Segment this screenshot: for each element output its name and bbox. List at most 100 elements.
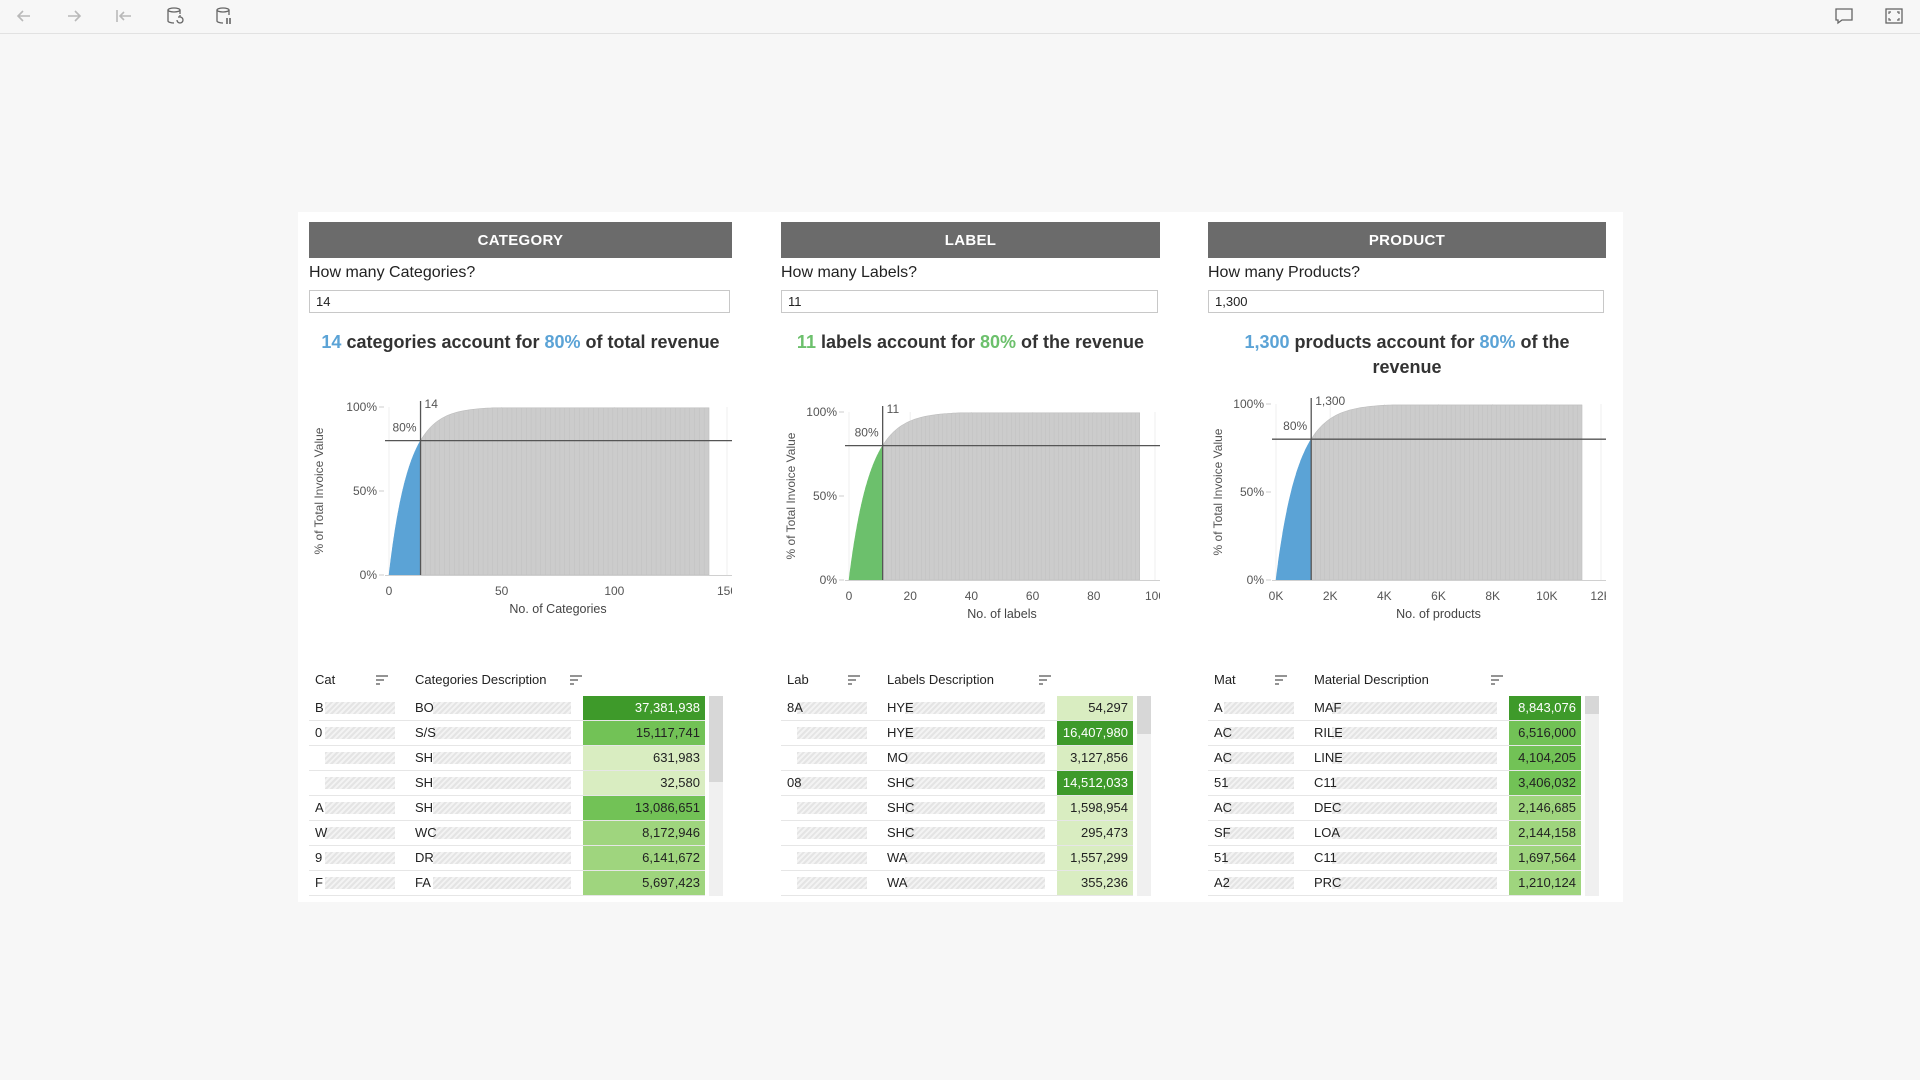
headline-count: 14	[321, 332, 342, 352]
table-row[interactable]: A2 PRC 1,210,124	[1208, 871, 1581, 896]
table-row[interactable]: A SH 13,086,651	[309, 796, 705, 821]
table-row[interactable]: W WC 8,172,946	[309, 821, 705, 846]
column-header-description[interactable]: Categories Description	[415, 672, 547, 687]
parameter-label: How many Products?	[1208, 264, 1361, 281]
fullscreen-button[interactable]	[1882, 5, 1906, 27]
table-row[interactable]: 8A HYE 54,297	[781, 696, 1133, 721]
description-cell: RILE	[1314, 725, 1342, 740]
code-cell: F	[315, 875, 323, 890]
top-contributors-area[interactable]	[388, 440, 421, 576]
description-cell: DEC	[1314, 800, 1342, 815]
cutoff-label: 14	[425, 397, 439, 411]
redacted-cell	[905, 702, 1045, 714]
pareto-chart[interactable]: 0% 50% 100% 80% 11 0 20 40 60 80 100 No. of labels%…	[781, 387, 1160, 622]
table-row[interactable]: AC RILE 6,516,000	[1208, 721, 1581, 746]
panel-category: CATEGORY How many Categories? 14 categorie…	[309, 222, 732, 902]
sort-icon[interactable]	[375, 674, 389, 686]
table-row[interactable]: AC DEC 2,146,685	[1208, 796, 1581, 821]
table-row[interactable]: 51 C11 3,406,032	[1208, 771, 1581, 796]
y-tick-label: 0%	[820, 573, 838, 587]
back-button[interactable]	[12, 5, 36, 27]
scrollbar-thumb[interactable]	[709, 696, 723, 782]
y-tick-label: 100%	[346, 400, 377, 414]
revenue-cell: 2,144,158	[1509, 821, 1581, 845]
table-row[interactable]: B BO 37,381,938	[309, 696, 705, 721]
table-row[interactable]: 9 DR 6,141,672	[309, 846, 705, 871]
description-cell: C11	[1314, 850, 1337, 865]
description-cell: HYE	[887, 725, 914, 740]
top-contributors-area[interactable]	[1275, 438, 1312, 581]
headline-percent: 80%	[1479, 332, 1516, 352]
x-axis-title: No. of Categories	[509, 602, 606, 616]
table-row[interactable]: MO 3,127,856	[781, 746, 1133, 771]
pareto-chart[interactable]: 0% 50% 100% 80% 14 0 50 100 150 No. of Categories…	[309, 387, 732, 617]
table-row[interactable]: 0 S/S 15,117,741	[309, 721, 705, 746]
table-row[interactable]: 08 SHC 14,512,033	[781, 771, 1133, 796]
code-cell: 08	[787, 775, 802, 790]
revenue-cell: 5,697,423	[583, 871, 705, 895]
code-cell: AC	[1214, 725, 1233, 740]
sort-icon[interactable]	[847, 674, 861, 686]
table-row[interactable]: A MAF 8,843,076	[1208, 696, 1581, 721]
panel-product: PRODUCT How many Products? 1,300 products …	[1208, 222, 1606, 902]
table-row[interactable]: WA 355,236	[781, 871, 1133, 896]
table-row[interactable]: F FA 5,697,423	[309, 871, 705, 896]
redacted-cell	[797, 727, 867, 739]
description-cell: WA	[887, 850, 908, 865]
table-row[interactable]: SHC 1,598,954	[781, 796, 1133, 821]
x-tick-label: 10K	[1536, 589, 1557, 603]
code-cell: AC	[1214, 750, 1233, 765]
scrollbar-thumb[interactable]	[1585, 696, 1599, 714]
redacted-cell	[1224, 877, 1294, 889]
table-row[interactable]: SH 631,983	[309, 746, 705, 771]
redacted-cell	[1332, 777, 1497, 789]
table-row[interactable]: SH 32,580	[309, 771, 705, 796]
table-row[interactable]: SF LOA 2,144,158	[1208, 821, 1581, 846]
comment-button[interactable]	[1832, 5, 1856, 27]
table-scrollbar[interactable]	[1585, 696, 1599, 896]
sort-icon[interactable]	[569, 674, 583, 686]
redacted-cell	[433, 827, 571, 839]
redacted-cell	[325, 752, 395, 764]
column-header-code[interactable]: Lab	[787, 672, 809, 687]
headline-percent: 80%	[980, 332, 1017, 352]
redacted-cell	[905, 852, 1045, 864]
table-row[interactable]: AC LINE 4,104,205	[1208, 746, 1581, 771]
parameter-input[interactable]	[781, 290, 1158, 313]
code-cell	[787, 846, 807, 870]
parameter-input[interactable]	[309, 290, 730, 313]
parameter-input[interactable]	[1208, 290, 1604, 313]
column-header-description[interactable]: Labels Description	[887, 672, 994, 687]
sort-icon[interactable]	[1490, 674, 1504, 686]
column-header-code[interactable]: Cat	[315, 672, 336, 687]
column-header-code[interactable]: Mat	[1214, 672, 1236, 687]
description-cell: SH	[415, 750, 434, 765]
revert-button[interactable]	[112, 5, 136, 27]
redacted-cell	[905, 827, 1045, 839]
x-tick-label: 6K	[1431, 589, 1446, 603]
revenue-cell: 1,210,124	[1509, 871, 1581, 895]
redacted-cell	[1332, 752, 1497, 764]
table-row[interactable]: HYE 16,407,980	[781, 721, 1133, 746]
scrollbar-thumb[interactable]	[1137, 696, 1151, 734]
code-cell: SF	[1214, 825, 1231, 840]
revenue-cell: 6,516,000	[1509, 721, 1581, 745]
top-contributors-area[interactable]	[848, 444, 883, 581]
pause-updates-button[interactable]	[212, 5, 236, 27]
column-header-description[interactable]: Material Description	[1314, 672, 1429, 687]
table-scrollbar[interactable]	[1137, 696, 1151, 896]
table-scrollbar[interactable]	[709, 696, 723, 896]
sort-icon[interactable]	[1274, 674, 1288, 686]
refresh-data-button[interactable]	[163, 5, 187, 27]
headline-count: 11	[796, 332, 816, 352]
table-row[interactable]: 51 C11 1,697,564	[1208, 846, 1581, 871]
sort-icon[interactable]	[1038, 674, 1052, 686]
description-cell: SHC	[887, 775, 915, 790]
table-row[interactable]: SHC 295,473	[781, 821, 1133, 846]
description-cell: PRC	[1314, 875, 1342, 890]
redacted-cell	[797, 877, 867, 889]
pareto-chart[interactable]: 0% 50% 100% 80% 1,300 0K 2K 4K 6K 8K 10K 12K No. of …	[1208, 387, 1606, 622]
redacted-cell	[797, 702, 867, 714]
table-row[interactable]: WA 1,557,299	[781, 846, 1133, 871]
forward-button[interactable]	[62, 5, 86, 27]
